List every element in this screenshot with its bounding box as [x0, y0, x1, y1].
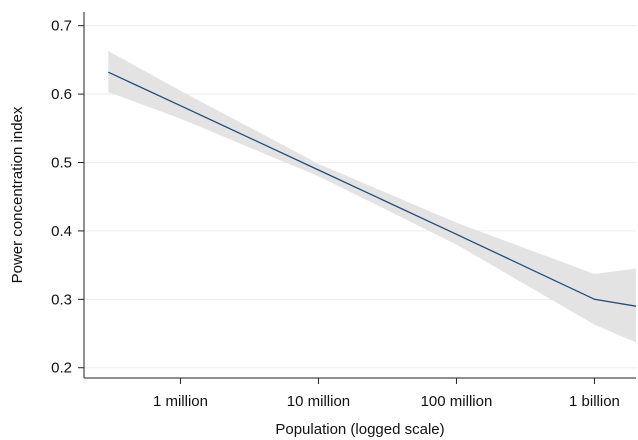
x-axis-title: Population (logged scale) [275, 421, 444, 438]
y-tick-label: 0.6 [51, 86, 72, 103]
y-tick-label: 0.3 [51, 291, 72, 308]
x-tick-label: 1 million [153, 393, 208, 410]
y-tick-label: 0.7 [51, 18, 72, 35]
y-ticks: 0.2 0.3 0.4 0.5 0.6 0.7 [51, 18, 84, 377]
confidence-band [108, 51, 637, 343]
x-tick-label: 100 million [421, 393, 493, 410]
fitted-line [108, 71, 637, 307]
y-axis-title: Power concentration index [9, 106, 26, 283]
y-tick-label: 0.2 [51, 360, 72, 377]
x-tick-label: 1 billion [569, 393, 620, 410]
y-tick-label: 0.5 [51, 155, 72, 172]
x-tick-label: 10 million [287, 393, 350, 410]
x-ticks: 1 million 10 million 100 million 1 billion [153, 378, 620, 410]
y-tick-label: 0.4 [51, 223, 72, 240]
